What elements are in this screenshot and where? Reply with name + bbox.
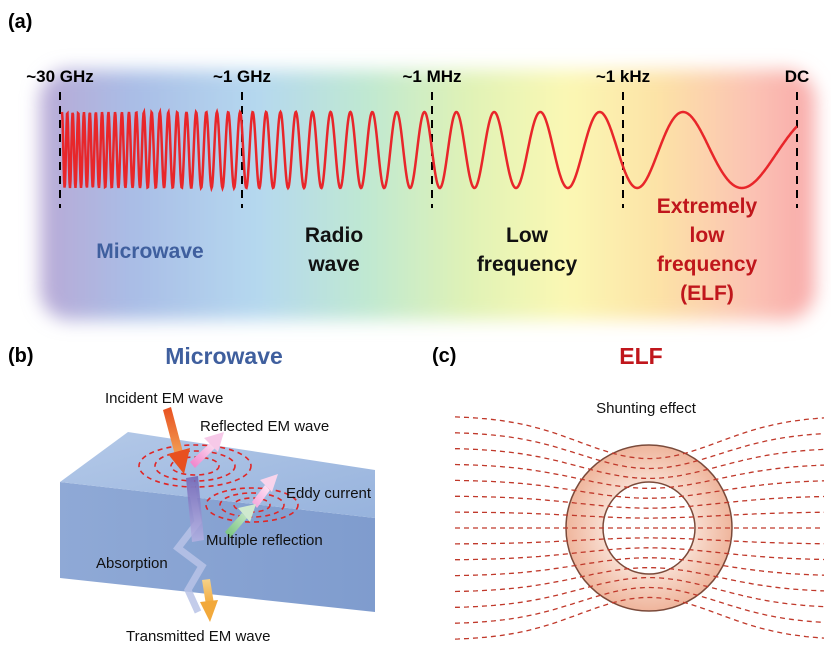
field-line (454, 567, 825, 593)
absorption-arrow (186, 476, 204, 542)
incident-arrow (163, 407, 190, 474)
em-wave (60, 107, 798, 193)
field-line (455, 495, 825, 509)
transmitted-label: Transmitted EM wave (126, 628, 271, 645)
region-low-line2: frequency (477, 253, 578, 276)
magnetic-field-lines (454, 416, 825, 640)
freq-label-1ghz: ~1 GHz (213, 67, 271, 86)
region-radio-line1: Radio (305, 224, 363, 247)
freq-label-1khz: ~1 kHz (596, 67, 650, 86)
region-microwave: Microwave (96, 240, 203, 263)
panel-a-label: (a) (8, 11, 32, 33)
multiple-reflection-label: Multiple reflection (206, 532, 323, 549)
field-line (455, 511, 824, 519)
multiple-reflection-arrow (225, 504, 256, 538)
shunting-label: Shunting effect (596, 400, 697, 417)
freq-label-1mhz: ~1 MHz (402, 67, 461, 86)
region-low-line1: Low (506, 224, 549, 247)
field-line (454, 416, 825, 460)
field-line (454, 586, 825, 624)
panel-c-label: (c) (432, 345, 456, 367)
spectrum-background (40, 70, 815, 320)
region-elf-line1: Extremely (657, 195, 758, 218)
panel-b-label: (b) (8, 345, 34, 367)
region-elf-line3: frequency (657, 253, 758, 276)
freq-label-30ghz: ~30 GHz (26, 67, 94, 86)
reflected-label: Reflected EM wave (200, 418, 329, 435)
transmitted-arrow (200, 579, 218, 622)
field-line (454, 463, 825, 489)
panel-c-title: ELF (619, 343, 662, 369)
eddy-arrow (252, 474, 278, 508)
eddy-label: Eddy current (286, 485, 372, 502)
reflected-arrow (190, 432, 224, 468)
freq-label-dc: DC (785, 67, 810, 86)
field-line (455, 537, 824, 545)
incident-label: Incident EM wave (105, 390, 223, 407)
material-slab (60, 432, 375, 612)
region-radio-line2: wave (307, 253, 359, 276)
field-line (455, 547, 825, 561)
panel-b-title: Microwave (165, 343, 283, 369)
field-line (455, 479, 825, 499)
field-line (454, 432, 825, 470)
field-line (455, 557, 825, 577)
field-line (454, 596, 825, 640)
region-elf-line2: low (690, 224, 726, 247)
region-elf-line4: (ELF) (680, 282, 734, 305)
absorption-label: Absorption (96, 555, 168, 572)
